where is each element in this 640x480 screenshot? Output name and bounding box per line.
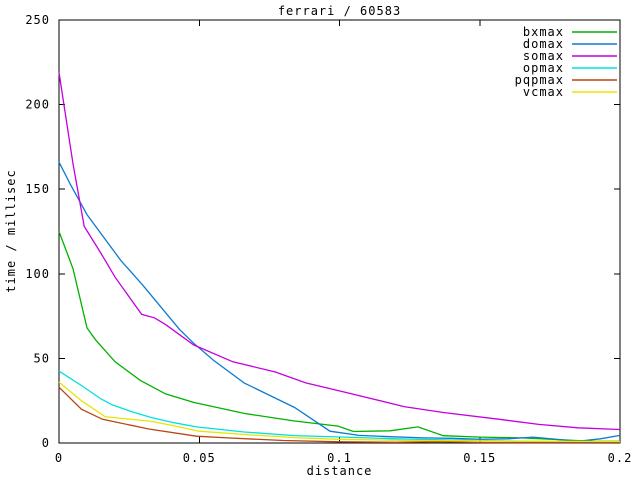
x-tick-label: 0.1 (327, 451, 352, 465)
series-line-pqpmax (58, 386, 621, 444)
legend-label-pqpmax: pqpmax (515, 73, 564, 87)
y-tick-label: 250 (25, 13, 50, 27)
y-axis-label: time / millisec (4, 169, 18, 293)
x-tick-label: 0.05 (183, 451, 216, 465)
x-tick-label: 0 (55, 451, 63, 465)
legend-label-vcmax: vcmax (523, 85, 564, 99)
legend-label-bxmax: bxmax (523, 25, 564, 39)
legend-label-somax: somax (523, 49, 564, 63)
series-line-vcmax (58, 381, 621, 443)
x-axis-label: distance (306, 464, 373, 478)
legend-label-domax: domax (523, 37, 564, 51)
y-tick-label: 50 (34, 351, 50, 365)
y-tick-label: 200 (25, 98, 50, 112)
series-line-bxmax (58, 231, 620, 442)
series-line-somax (58, 72, 621, 431)
y-tick-label: 150 (25, 182, 50, 196)
chart-title: ferrari / 60583 (277, 4, 402, 18)
x-tick-label: 0.2 (608, 451, 633, 465)
series-line-domax (58, 161, 621, 442)
legend-label-opmax: opmax (523, 61, 564, 75)
x-tick-label: 0.15 (463, 451, 496, 465)
y-tick-label: 0 (42, 436, 50, 450)
y-tick-label: 100 (25, 267, 50, 281)
